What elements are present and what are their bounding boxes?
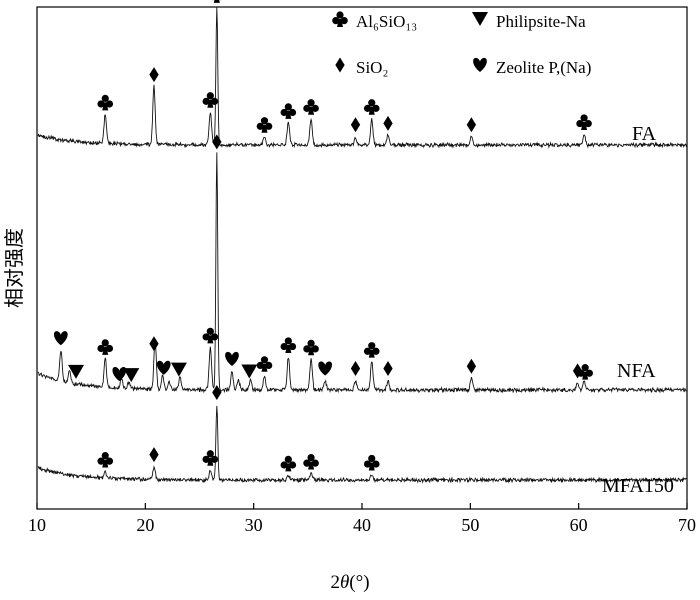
club-marker-icon xyxy=(303,339,319,356)
xrd-trace-fa xyxy=(37,7,687,149)
triangle-marker-icon xyxy=(170,362,187,377)
triangle-marker-icon xyxy=(123,368,140,383)
xrd-trace-mfa150 xyxy=(37,405,687,484)
x-tick-label: 60 xyxy=(570,515,588,535)
club-marker-icon xyxy=(576,114,592,130)
x-tick-label: 20 xyxy=(136,515,154,535)
club-marker-icon xyxy=(363,99,380,115)
diamond-marker-icon xyxy=(383,361,393,377)
triangle-marker-icon xyxy=(472,12,488,26)
plot-frame xyxy=(36,6,688,510)
diamond-marker-icon xyxy=(149,447,159,463)
x-tick-label: 10 xyxy=(28,515,46,535)
heart-marker-icon xyxy=(53,331,68,346)
x-axis-ticks: 10 20 30 40 50 60 70 xyxy=(28,503,696,535)
series-label-fa: FA xyxy=(632,123,657,145)
diamond-marker-icon xyxy=(212,134,222,150)
diamond-marker-icon xyxy=(466,358,477,374)
club-marker-icon xyxy=(363,342,380,358)
diamond-marker-icon xyxy=(149,336,159,352)
legend-label: Zeolite P,(Na) xyxy=(496,58,591,77)
diamond-marker-icon xyxy=(350,361,361,377)
heart-marker-icon xyxy=(156,360,171,375)
club-marker-icon xyxy=(211,0,222,3)
club-marker-icon xyxy=(303,453,319,470)
diffraction-patterns xyxy=(37,7,687,484)
heart-marker-icon xyxy=(318,361,333,376)
diamond-marker-icon xyxy=(350,117,361,133)
club-marker-icon xyxy=(256,117,273,133)
heart-marker-icon xyxy=(112,366,127,382)
x-tick-label: 40 xyxy=(353,515,371,535)
legend-label: Al₆SiO₁₃ xyxy=(356,12,417,31)
series-label-nfa: NFA xyxy=(617,360,656,382)
club-marker-icon xyxy=(280,455,297,472)
series-labels: FA NFA MFA150 xyxy=(602,123,674,497)
club-marker-icon xyxy=(577,364,593,380)
phase-markers xyxy=(53,0,593,472)
legend-label: SiO₂ xyxy=(356,58,388,77)
x-tick-label: 70 xyxy=(678,515,696,535)
diamond-marker-icon xyxy=(212,384,222,400)
club-marker-icon xyxy=(97,339,114,355)
x-tick-label: 30 xyxy=(245,515,263,535)
club-marker-icon xyxy=(280,337,297,353)
triangle-marker-icon xyxy=(68,364,84,379)
club-marker-icon xyxy=(303,99,319,115)
x-label-symbol: θ xyxy=(340,572,349,593)
club-marker-icon xyxy=(280,103,297,119)
club-marker-icon xyxy=(202,450,219,466)
x-axis-label: 2θ(°) xyxy=(330,572,369,593)
heart-marker-icon xyxy=(473,57,487,72)
legend-label: Philipsite-Na xyxy=(496,12,586,31)
heart-marker-icon xyxy=(225,351,239,367)
diamond-marker-icon xyxy=(383,115,393,131)
club-marker-icon xyxy=(332,11,348,27)
club-marker-icon xyxy=(97,451,114,468)
series-label-mfa150: MFA150 xyxy=(602,475,674,497)
club-marker-icon xyxy=(363,454,380,471)
club-marker-icon xyxy=(256,356,273,372)
x-label-prefix: 2 xyxy=(330,572,340,593)
club-marker-icon xyxy=(97,94,114,111)
club-marker-icon xyxy=(202,327,219,344)
xrd-trace-nfa xyxy=(37,152,687,394)
diamond-marker-icon xyxy=(149,67,159,83)
triangle-marker-icon xyxy=(241,364,258,379)
club-marker-icon xyxy=(202,92,219,108)
y-axis-label: 相对强度 xyxy=(2,228,26,308)
x-label-unit: (°) xyxy=(349,572,369,593)
diamond-marker-icon xyxy=(335,57,345,73)
legend: Al₆SiO₁₃ Philipsite-Na SiO₂ Zeolite P,(Na) xyxy=(332,11,591,77)
diamond-marker-icon xyxy=(466,117,477,133)
x-tick-label: 50 xyxy=(461,515,479,535)
